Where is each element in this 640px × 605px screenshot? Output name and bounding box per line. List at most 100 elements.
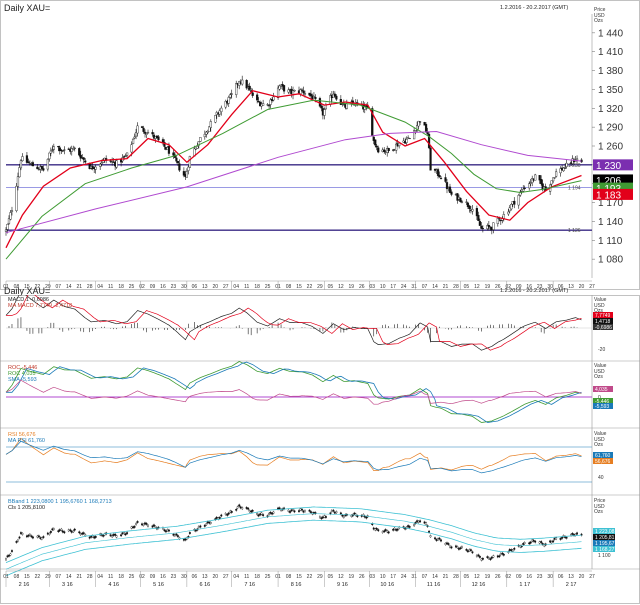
candle (372, 136, 375, 141)
bb-candle (147, 524, 149, 527)
bb-candle (69, 529, 72, 532)
bb-candle (142, 524, 145, 526)
ind-day-label: 18 (254, 574, 260, 580)
bb-candle (5, 558, 7, 561)
macd-legend: MACD 1 -0,6986 MA MACD 7,7749 -2,4718 (8, 297, 73, 310)
macd-signal-line (6, 295, 582, 351)
ind-day-label: 10 (380, 574, 386, 580)
candle (46, 158, 49, 170)
indicator-charts[interactable]: -207,77491,4718-0,698604,035-5,446-5,593… (0, 295, 640, 605)
bb-candle (393, 527, 396, 530)
candle (224, 101, 227, 108)
ind-day-label: 30 (547, 574, 553, 580)
candle (218, 110, 221, 115)
bb-candle (552, 540, 555, 543)
bb-candle (73, 528, 76, 531)
ind-day-label: 31 (411, 574, 417, 580)
price-day-label: 12 (338, 284, 344, 290)
candle (471, 209, 474, 212)
bb-candle (167, 529, 170, 532)
bottom-date-range: 1.2.2016 - 20.2.2017 (GMT) (500, 288, 569, 294)
candle (314, 96, 317, 99)
ind-day-label: 13 (568, 574, 574, 580)
ind-day-label: 27 (223, 574, 229, 580)
bb-candle (230, 511, 233, 513)
ind-day-label: 02 (506, 574, 512, 580)
candle (199, 137, 202, 142)
bb-candle (321, 516, 324, 519)
bb-candle (278, 507, 281, 510)
ind-month-label: 4 16 (108, 582, 119, 588)
candle (475, 208, 478, 217)
roc-tag (593, 398, 613, 404)
bb-candle (238, 504, 241, 507)
candle (496, 218, 499, 224)
bb-candle (419, 520, 422, 523)
roc-tag-label: -5,446 (595, 399, 609, 405)
candle (227, 97, 230, 104)
price-candles (4, 75, 583, 236)
candle (374, 139, 377, 146)
ind-day-label: 22 (307, 574, 313, 580)
candle (99, 163, 102, 167)
ind-month-label: 1 17 (519, 582, 530, 588)
price-day-label: 28 (87, 284, 93, 290)
ind-day-label: 24 (401, 574, 407, 580)
bb-candle (408, 526, 411, 528)
ind-day-label: 03 (369, 574, 375, 580)
candle (187, 166, 190, 171)
roc-line-green (5, 361, 582, 423)
bb-candle (176, 535, 179, 537)
rsi-tag (593, 452, 613, 458)
bb-candle (135, 523, 138, 525)
price-day-label: 24 (401, 284, 407, 290)
bb-candle (339, 512, 342, 515)
candle (540, 179, 543, 184)
candle (25, 155, 29, 163)
bb-candle (550, 541, 553, 544)
candle (517, 194, 520, 206)
candle (73, 147, 76, 149)
bb-candle (540, 541, 543, 543)
candle (333, 93, 336, 97)
bb-candle (30, 535, 33, 538)
bb-candle (384, 529, 387, 531)
bb-candle (151, 525, 154, 528)
candle (67, 148, 70, 150)
bb-candle (11, 550, 13, 552)
ind-day-label: 19 (485, 574, 491, 580)
candle (563, 167, 567, 169)
candle (37, 169, 40, 171)
bb-candle (576, 532, 579, 535)
ind-day-label: 28 (87, 574, 93, 580)
bb-candle (383, 530, 386, 533)
bb-candle (293, 510, 296, 513)
candle (383, 149, 386, 152)
moving-average-line-2 (5, 130, 582, 234)
candle (387, 147, 390, 152)
price-day-label: 17 (390, 284, 396, 290)
candle (531, 178, 534, 183)
bb-candle (94, 536, 97, 538)
candle (175, 157, 178, 162)
bb-candle (209, 522, 212, 524)
bb-candle (466, 550, 469, 553)
bb-candle (490, 556, 493, 559)
ind-day-label: 07 (56, 574, 62, 580)
rsi-tag-label: 61,760 (595, 453, 611, 459)
bb-candle (15, 541, 18, 543)
candle (392, 149, 395, 151)
candle (208, 126, 211, 132)
bb-candle (481, 558, 484, 560)
ind-day-label: 08 (286, 574, 292, 580)
bb-candle (251, 509, 254, 512)
candle (553, 177, 556, 179)
candle (206, 130, 209, 133)
bb-tag (593, 534, 615, 540)
candle (534, 174, 537, 181)
roc-line-blue (6, 361, 582, 423)
candle (510, 204, 513, 210)
candle (562, 167, 565, 172)
price-tag (593, 188, 633, 200)
